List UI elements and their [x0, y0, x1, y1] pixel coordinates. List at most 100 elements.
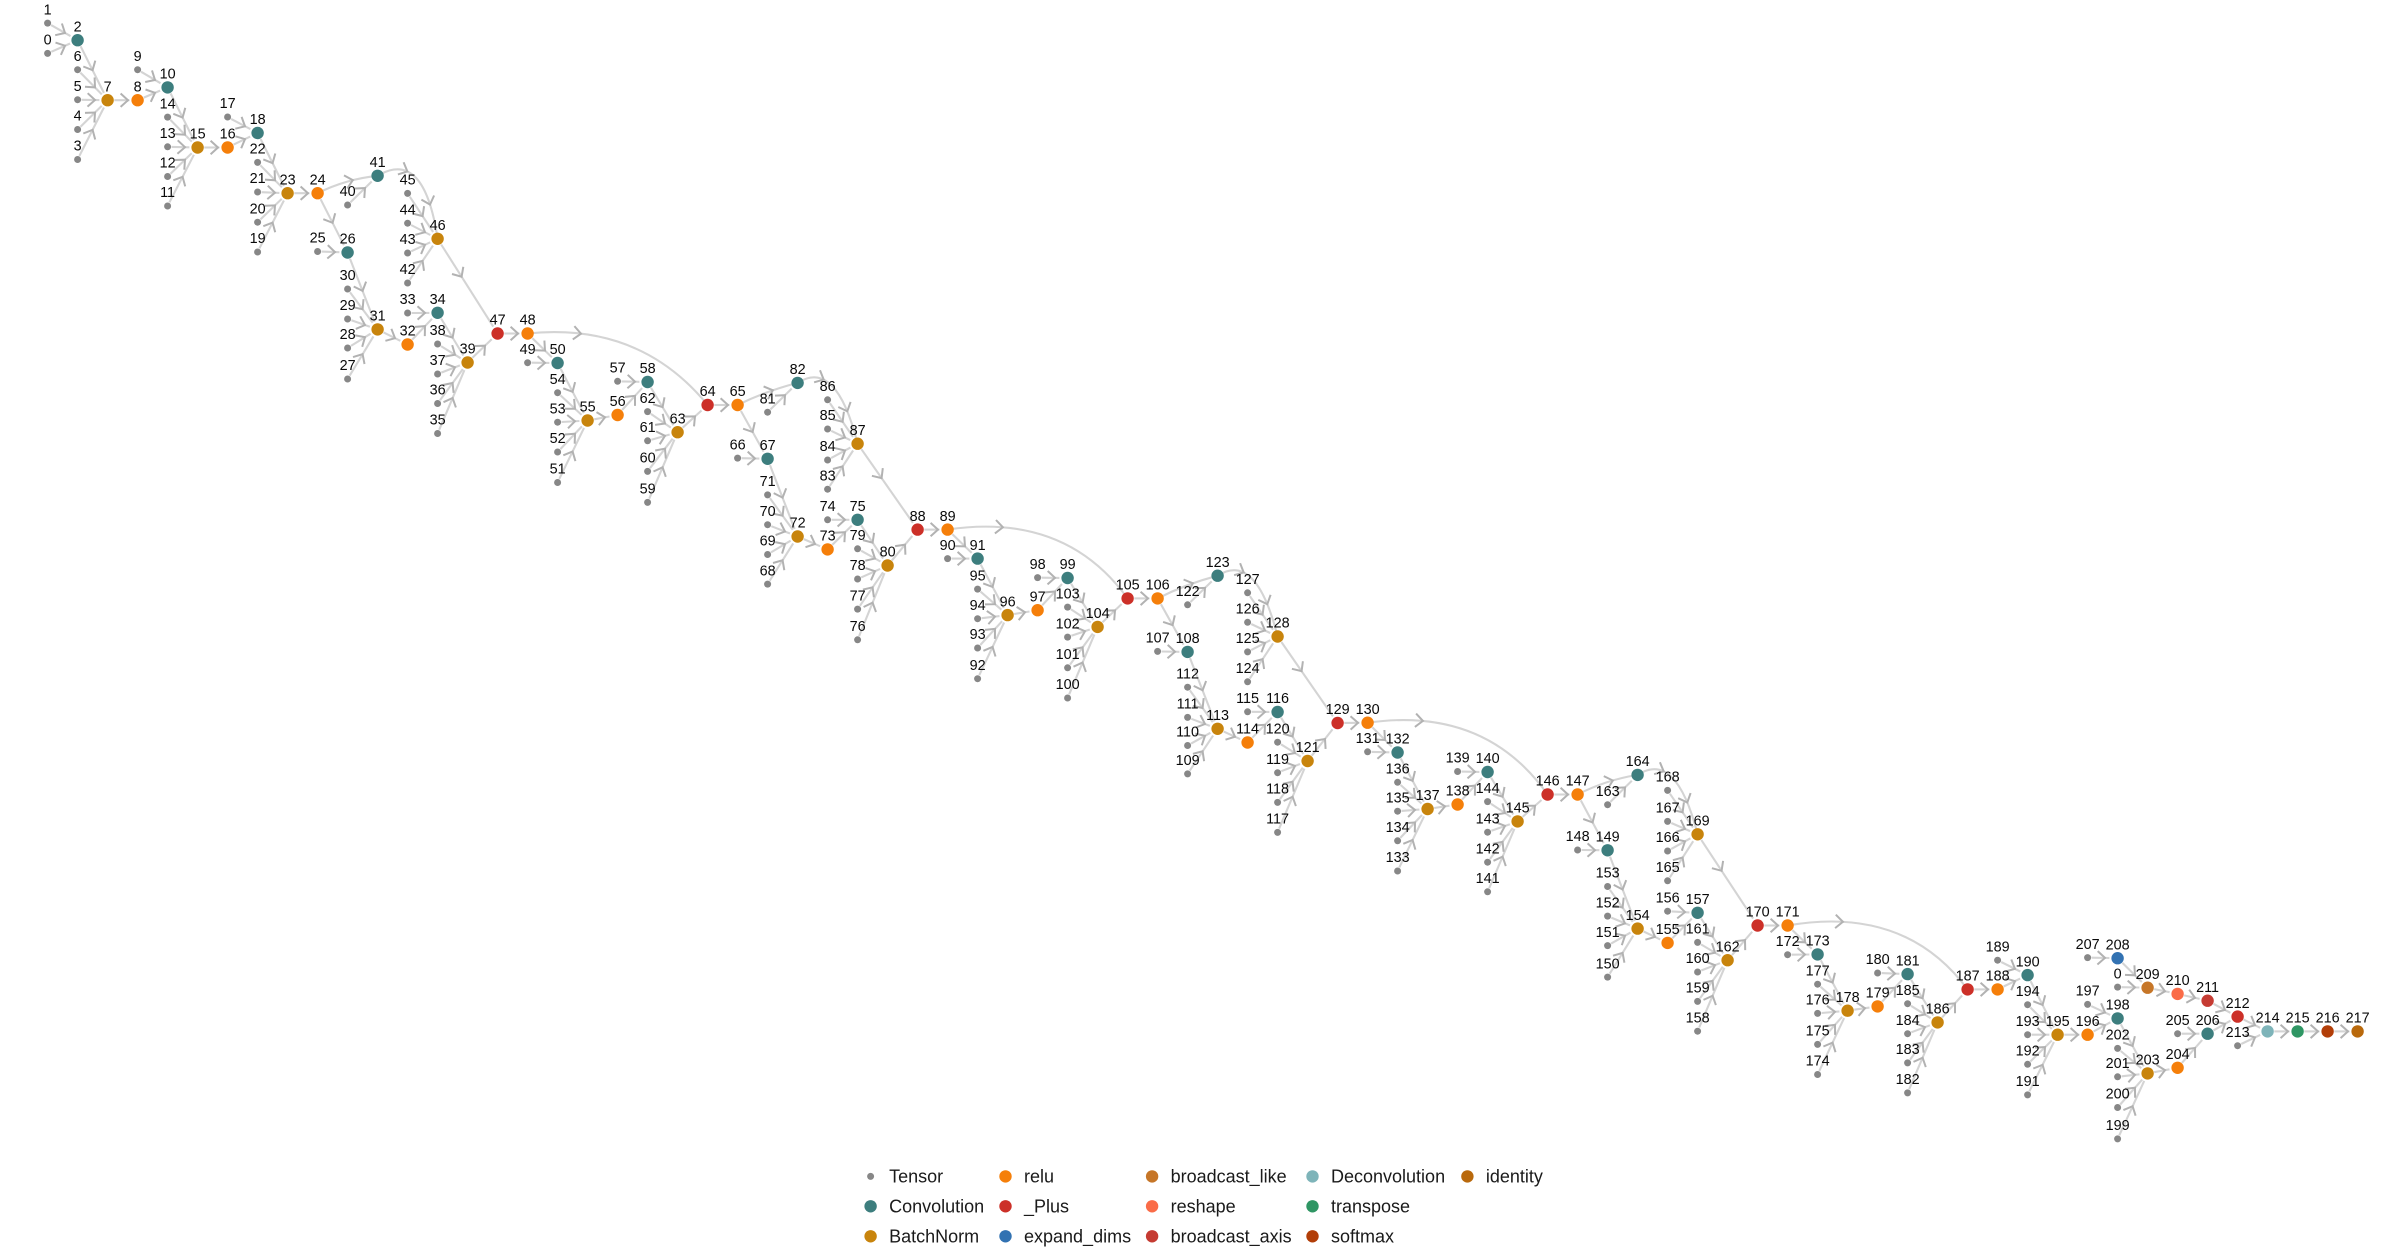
svg-text:117: 117 [1266, 812, 1289, 828]
svg-text:8: 8 [134, 79, 142, 95]
svg-text:98: 98 [1030, 557, 1046, 573]
svg-text:36: 36 [430, 383, 446, 399]
svg-text:154: 154 [1626, 908, 1650, 924]
svg-text:184: 184 [1896, 1013, 1920, 1029]
svg-text:122: 122 [1176, 584, 1200, 600]
svg-text:157: 157 [1686, 892, 1710, 908]
svg-text:91: 91 [970, 538, 986, 554]
svg-text:20: 20 [250, 201, 266, 217]
svg-text:180: 180 [1866, 952, 1890, 968]
svg-text:191: 191 [2016, 1074, 2040, 1090]
svg-text:149: 149 [1596, 830, 1620, 846]
svg-text:76: 76 [850, 619, 866, 635]
svg-text:53: 53 [550, 401, 566, 417]
svg-text:189: 189 [1986, 939, 2010, 955]
svg-text:40: 40 [340, 184, 356, 200]
svg-text:137: 137 [1416, 788, 1440, 804]
svg-text:183: 183 [1896, 1042, 1920, 1058]
svg-text:193: 193 [2016, 1014, 2040, 1030]
svg-text:63: 63 [670, 411, 686, 427]
svg-text:179: 179 [1866, 986, 1890, 1002]
svg-text:152: 152 [1596, 895, 1620, 911]
svg-text:9: 9 [134, 49, 142, 65]
svg-text:208: 208 [2106, 937, 2130, 953]
svg-text:39: 39 [460, 342, 476, 358]
svg-text:85: 85 [820, 408, 836, 424]
svg-text:164: 164 [1626, 754, 1650, 770]
svg-text:159: 159 [1686, 981, 1710, 997]
svg-text:120: 120 [1266, 721, 1290, 737]
svg-text:99: 99 [1060, 557, 1076, 573]
svg-text:148: 148 [1566, 829, 1590, 845]
svg-text:105: 105 [1116, 578, 1140, 594]
svg-text:35: 35 [430, 413, 446, 429]
svg-text:4: 4 [74, 109, 82, 125]
svg-text:166: 166 [1656, 830, 1680, 846]
svg-text:BatchNorm: BatchNorm [889, 1227, 979, 1247]
svg-text:expand_dims: expand_dims [1024, 1227, 1131, 1248]
svg-text:181: 181 [1896, 953, 1920, 969]
svg-text:185: 185 [1896, 983, 1920, 999]
svg-text:155: 155 [1656, 922, 1680, 938]
svg-text:24: 24 [310, 172, 326, 188]
svg-text:70: 70 [760, 504, 776, 520]
svg-text:133: 133 [1386, 850, 1410, 866]
svg-text:66: 66 [730, 437, 746, 453]
svg-text:158: 158 [1686, 1010, 1710, 1026]
svg-text:27: 27 [340, 358, 356, 374]
svg-text:161: 161 [1686, 922, 1710, 938]
svg-text:125: 125 [1236, 631, 1260, 647]
svg-text:190: 190 [2016, 954, 2040, 970]
svg-text:135: 135 [1386, 790, 1410, 806]
svg-text:175: 175 [1806, 1024, 1830, 1040]
svg-text:71: 71 [760, 474, 776, 490]
svg-text:0: 0 [44, 33, 52, 49]
svg-text:73: 73 [820, 529, 836, 545]
svg-text:176: 176 [1806, 993, 1830, 1009]
svg-text:213: 213 [2226, 1025, 2250, 1041]
svg-text:130: 130 [1356, 702, 1380, 718]
svg-text:44: 44 [400, 202, 416, 218]
svg-text:7: 7 [104, 79, 112, 95]
svg-text:94: 94 [970, 598, 986, 614]
svg-text:212: 212 [2226, 996, 2250, 1012]
svg-text:171: 171 [1776, 905, 1800, 921]
svg-text:83: 83 [820, 468, 836, 484]
svg-text:177: 177 [1806, 963, 1830, 979]
svg-text:131: 131 [1356, 731, 1380, 747]
svg-text:14: 14 [160, 96, 176, 112]
svg-text:211: 211 [2196, 980, 2219, 996]
svg-text:151: 151 [1596, 925, 1620, 941]
svg-text:128: 128 [1266, 616, 1290, 632]
svg-text:28: 28 [340, 327, 356, 343]
svg-text:160: 160 [1686, 951, 1710, 967]
svg-text:198: 198 [2106, 998, 2130, 1014]
svg-text:114: 114 [1236, 722, 1259, 738]
svg-text:102: 102 [1056, 616, 1080, 632]
svg-text:54: 54 [550, 372, 566, 388]
svg-text:30: 30 [340, 268, 356, 284]
svg-text:162: 162 [1716, 939, 1740, 955]
svg-text:42: 42 [400, 262, 416, 278]
svg-text:51: 51 [550, 462, 566, 478]
svg-text:146: 146 [1536, 774, 1560, 790]
svg-text:68: 68 [760, 563, 776, 579]
svg-text:46: 46 [430, 218, 446, 234]
svg-text:78: 78 [850, 558, 866, 574]
svg-text:38: 38 [430, 323, 446, 339]
svg-text:37: 37 [430, 353, 446, 369]
svg-text:178: 178 [1836, 990, 1860, 1006]
svg-text:121: 121 [1296, 740, 1320, 756]
svg-text:87: 87 [850, 423, 866, 439]
svg-text:26: 26 [340, 232, 356, 248]
svg-text:Tensor: Tensor [889, 1167, 943, 1187]
svg-text:103: 103 [1056, 586, 1080, 602]
svg-text:48: 48 [520, 313, 536, 329]
svg-text:29: 29 [340, 298, 356, 314]
svg-text:150: 150 [1596, 956, 1620, 972]
svg-text:60: 60 [640, 451, 656, 467]
svg-text:93: 93 [970, 627, 986, 643]
svg-text:92: 92 [970, 658, 986, 674]
svg-text:140: 140 [1476, 751, 1500, 767]
svg-text:216: 216 [2316, 1011, 2340, 1027]
